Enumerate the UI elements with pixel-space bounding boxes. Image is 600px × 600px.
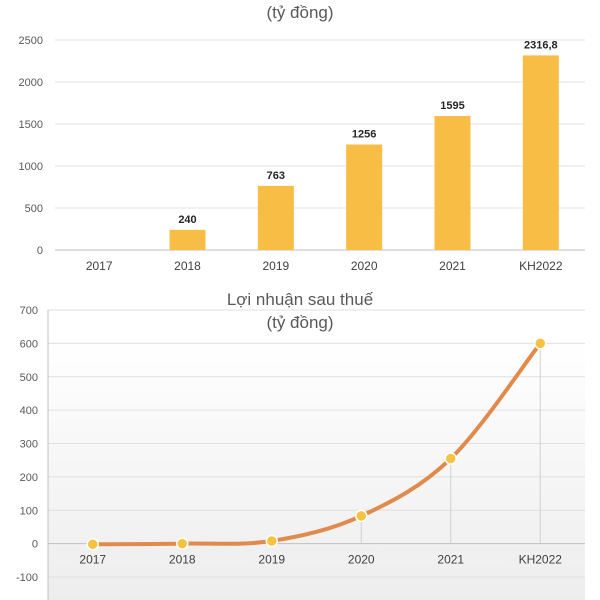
line-y-tick-label: 0 — [32, 539, 38, 551]
bar-x-tick-label: KH2022 — [519, 259, 563, 273]
bar-x-tick-label: 2019 — [262, 259, 289, 273]
bar-chart-x-axis: 2017 2018 2019 2020 2021 KH2022 — [86, 259, 563, 273]
line-point-2018 — [176, 537, 189, 550]
bar-y-tick-label: 2000 — [19, 77, 43, 89]
bar-data-label: 240 — [178, 214, 196, 226]
bar-x-tick-label: 2021 — [439, 259, 466, 273]
line-point-2021 — [444, 452, 457, 465]
bar-chart-data-labels: 240 763 1256 1595 2316,8 — [178, 39, 557, 225]
line-y-tick-label: 500 — [20, 372, 38, 384]
bar-data-label: 1595 — [440, 100, 464, 112]
line-y-tick-label: 700 — [20, 305, 38, 317]
bar-2019 — [257, 185, 294, 250]
bar-data-label: 2316,8 — [524, 39, 558, 51]
bar-y-tick-label: 0 — [37, 245, 43, 257]
line-x-tick-label: 2019 — [258, 553, 285, 567]
bar-y-tick-label: 1500 — [19, 119, 43, 131]
bar-2021 — [434, 116, 471, 251]
line-x-tick-label: 2021 — [437, 553, 464, 567]
line-y-tick-label: 400 — [20, 405, 38, 417]
bar-y-tick-label: 2500 — [19, 35, 43, 47]
line-chart-plot-area — [48, 340, 585, 600]
line-x-tick-label: 2020 — [348, 553, 375, 567]
line-point-KH2022 — [534, 337, 547, 350]
bar-chart-subtitle: (tỷ đồng) — [266, 3, 333, 22]
bar-chart-bars — [169, 55, 559, 251]
line-chart-subtitle: (tỷ đồng) — [266, 313, 333, 332]
line-chart-title: Lợi nhuận sau thuế — [227, 290, 374, 309]
line-chart-gridlines — [47, 309, 585, 600]
line-point-2017 — [86, 538, 99, 551]
bar-x-tick-label: 2020 — [351, 259, 378, 273]
bar-chart-y-axis: 0 500 1000 1500 2000 2500 — [19, 35, 43, 257]
line-point-2020 — [355, 509, 368, 523]
line-y-tick-label: 100 — [20, 505, 38, 517]
line-x-tick-label: 2017 — [79, 553, 106, 567]
bar-x-tick-label: 2018 — [174, 259, 201, 273]
bar-y-tick-label: 500 — [25, 203, 43, 215]
line-x-tick-label: 2018 — [169, 553, 196, 567]
line-y-tick-label: 600 — [20, 338, 38, 350]
line-y-tick-label: -100 — [16, 572, 38, 584]
line-chart-y-axis: -100 0 100 200 300 400 500 600 700 — [16, 305, 38, 584]
bar-data-label: 763 — [267, 170, 285, 182]
bar-y-tick-label: 1000 — [19, 161, 43, 173]
bar-chart-gridlines — [55, 39, 585, 251]
line-point-2019 — [265, 534, 278, 548]
line-chart-markers — [86, 337, 547, 551]
line-x-tick-label: KH2022 — [519, 553, 563, 567]
line-chart-x-axis: 2017 2018 2019 2020 2021 KH2022 — [79, 553, 562, 567]
bar-data-label: 1256 — [352, 128, 376, 140]
bar-x-tick-label: 2017 — [86, 259, 113, 273]
bar-2018 — [169, 229, 206, 250]
line-y-tick-label: 200 — [20, 472, 38, 484]
bar-KH2022 — [522, 55, 559, 251]
bar-2020 — [346, 144, 383, 250]
line-y-tick-label: 300 — [20, 439, 38, 451]
